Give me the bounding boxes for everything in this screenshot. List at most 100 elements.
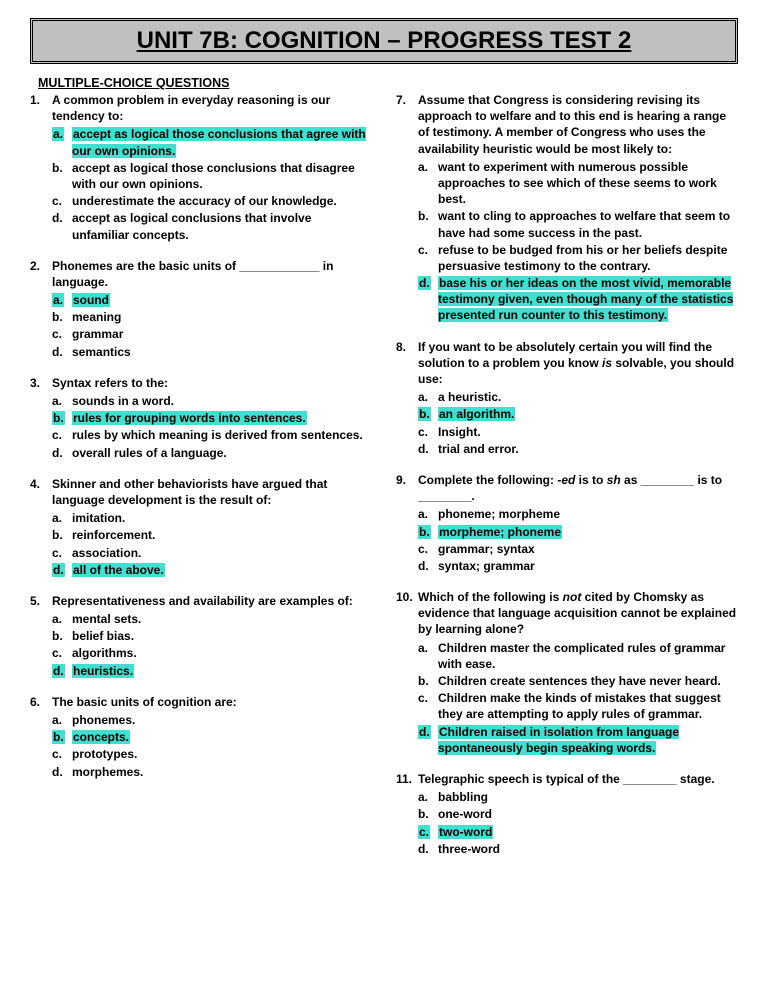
option-text: imitation. [72, 510, 372, 526]
option-text: semantics [72, 344, 372, 360]
option: d.trial and error. [418, 441, 738, 457]
option: b.one-word [418, 806, 738, 822]
question-stem: Skinner and other behaviorists have argu… [52, 476, 372, 508]
option-letter: c. [52, 326, 72, 342]
options-list: a.a heuristic.b.an algorithm.c.Insight.d… [418, 389, 738, 457]
question: 4.Skinner and other behaviorists have ar… [30, 476, 372, 579]
option-text: phonemes. [72, 712, 372, 728]
options-list: a.sounds in a word.b.rules for grouping … [52, 393, 372, 461]
option-letter: c. [418, 424, 438, 440]
question: 6.The basic units of cognition are:a.pho… [30, 694, 372, 781]
option: d.three-word [418, 841, 738, 857]
option-letter: b. [418, 406, 438, 422]
question-body: Complete the following: -ed is to sh as … [418, 472, 738, 575]
option-text: mental sets. [72, 611, 372, 627]
option-letter: c. [52, 645, 72, 661]
option-text: heuristics. [72, 663, 372, 679]
question-body: The basic units of cognition are:a.phone… [52, 694, 372, 781]
question-body: If you want to be absolutely certain you… [418, 339, 738, 458]
option-letter: c. [418, 824, 438, 840]
question-number: 4. [30, 476, 52, 579]
question-number: 8. [396, 339, 418, 458]
option-letter: d. [52, 210, 72, 242]
option-letter: c. [52, 746, 72, 762]
option-text: sounds in a word. [72, 393, 372, 409]
option-text: want to experiment with numerous possibl… [438, 159, 738, 208]
option-letter: d. [418, 558, 438, 574]
option-letter: d. [52, 764, 72, 780]
option-letter: b. [52, 729, 72, 745]
option-letter: a. [418, 389, 438, 405]
question-number: 10. [396, 589, 418, 757]
option-text: trial and error. [438, 441, 738, 457]
option-text: accept as logical those conclusions that… [72, 160, 372, 192]
option-letter: a. [52, 126, 72, 158]
option: d.heuristics. [52, 663, 372, 679]
option: c.refuse to be budged from his or her be… [418, 242, 738, 274]
option: d.Children raised in isolation from lang… [418, 724, 738, 756]
question-number: 11. [396, 771, 418, 858]
option: c.grammar; syntax [418, 541, 738, 557]
option: d.syntax; grammar [418, 558, 738, 574]
option-letter: d. [418, 724, 438, 756]
question-number: 7. [396, 92, 418, 325]
question-stem: Assume that Congress is considering revi… [418, 92, 738, 157]
option-text: underestimate the accuracy of our knowle… [72, 193, 372, 209]
option-letter: c. [52, 545, 72, 561]
option-text: two-word [438, 824, 738, 840]
option-text: Children master the complicated rules of… [438, 640, 738, 672]
option: a.a heuristic. [418, 389, 738, 405]
option-text: Insight. [438, 424, 738, 440]
option: b.want to cling to approaches to welfare… [418, 208, 738, 240]
option-letter: d. [418, 275, 438, 324]
question: 5.Representativeness and availability ar… [30, 593, 372, 680]
option: c.prototypes. [52, 746, 372, 762]
option: b.reinforcement. [52, 527, 372, 543]
option-letter: d. [52, 663, 72, 679]
question-number: 3. [30, 375, 52, 462]
option-letter: b. [418, 524, 438, 540]
options-list: a.soundb.meaningc.grammard.semantics [52, 292, 372, 360]
option: b.belief bias. [52, 628, 372, 644]
option-letter: c. [418, 541, 438, 557]
option: a.babbling [418, 789, 738, 805]
options-list: a.accept as logical those conclusions th… [52, 126, 372, 242]
option: b.concepts. [52, 729, 372, 745]
question: 1.A common problem in everyday reasoning… [30, 92, 372, 244]
option-text: morphemes. [72, 764, 372, 780]
option-text: algorithms. [72, 645, 372, 661]
option-letter: a. [52, 510, 72, 526]
question-stem: The basic units of cognition are: [52, 694, 372, 710]
option-text: sound [72, 292, 372, 308]
option-text: accept as logical those conclusions that… [72, 126, 372, 158]
question-body: Phonemes are the basic units of ________… [52, 258, 372, 361]
title-banner: UNIT 7B: COGNITION – PROGRESS TEST 2 [30, 18, 738, 64]
option: c.rules by which meaning is derived from… [52, 427, 372, 443]
option: d.semantics [52, 344, 372, 360]
option: c.grammar [52, 326, 372, 342]
question-stem: A common problem in everyday reasoning i… [52, 92, 372, 124]
option: b.rules for grouping words into sentence… [52, 410, 372, 426]
option: a.Children master the complicated rules … [418, 640, 738, 672]
option-letter: b. [52, 309, 72, 325]
page-title: UNIT 7B: COGNITION – PROGRESS TEST 2 [33, 27, 735, 55]
question-body: Assume that Congress is considering revi… [418, 92, 738, 325]
option-letter: c. [52, 427, 72, 443]
option-letter: d. [418, 841, 438, 857]
option: a.sound [52, 292, 372, 308]
question-number: 1. [30, 92, 52, 244]
question-body: Skinner and other behaviorists have argu… [52, 476, 372, 579]
option: d.accept as logical conclusions that inv… [52, 210, 372, 242]
option-text: belief bias. [72, 628, 372, 644]
question-stem: If you want to be absolutely certain you… [418, 339, 738, 388]
option-letter: a. [418, 789, 438, 805]
option: a.mental sets. [52, 611, 372, 627]
option-text: morpheme; phoneme [438, 524, 738, 540]
option: c.algorithms. [52, 645, 372, 661]
option-letter: b. [52, 160, 72, 192]
option-letter: a. [52, 393, 72, 409]
option-text: one-word [438, 806, 738, 822]
question-number: 9. [396, 472, 418, 575]
option: b.morpheme; phoneme [418, 524, 738, 540]
option-letter: a. [52, 611, 72, 627]
